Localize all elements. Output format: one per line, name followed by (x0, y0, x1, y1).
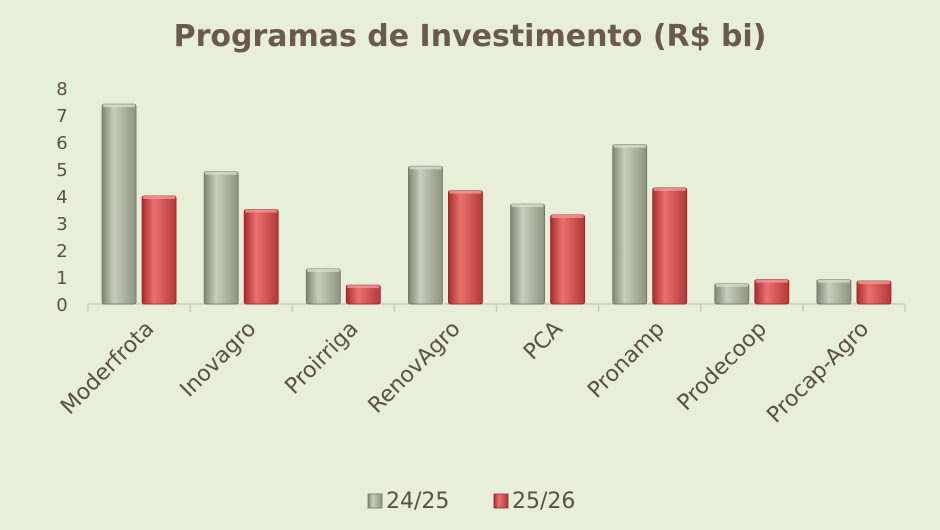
bar-series-24-25 (612, 144, 648, 305)
bar-series-25-26 (652, 187, 688, 305)
x-category-label: Inovagro (176, 317, 262, 403)
bar-top-highlight (755, 279, 788, 283)
bar-series-24-25 (203, 171, 239, 305)
bar-series-24-25 (714, 283, 750, 305)
bar-series-24-25 (408, 165, 443, 305)
bars-group (101, 103, 892, 305)
x-category-label: Pronamp (583, 317, 670, 404)
bar-top-highlight (551, 214, 584, 218)
x-category-label: Procap-Agro (763, 317, 875, 429)
bar-series-25-26 (550, 214, 585, 305)
bar-top-highlight (857, 281, 890, 285)
bar-series-24-25 (101, 103, 137, 305)
bar-series-25-26 (448, 190, 483, 305)
legend-swatch-series-25-26 (493, 493, 509, 509)
y-tick-label: 2 (56, 241, 67, 262)
legend-swatch-series-24-25 (367, 493, 383, 509)
bar-top-highlight (817, 279, 850, 283)
bar-top-highlight (409, 166, 442, 170)
x-axis-labels: Moderfrota Inovagro Proirriga RenovAgro PCA P… (56, 317, 874, 429)
bar-top-highlight (245, 209, 278, 213)
x-category-label: RenovAgro (364, 317, 466, 419)
legend-label: 24/25 (386, 489, 449, 514)
y-tick-label: 1 (56, 268, 67, 289)
legend: 24/25 25/26 (367, 489, 575, 514)
y-tick-label: 7 (56, 106, 67, 127)
bar-series-24-25 (816, 279, 852, 305)
bar-top-highlight (143, 196, 176, 199)
legend-label: 25/26 (512, 489, 575, 514)
x-axis (87, 303, 906, 312)
y-tick-label: 5 (56, 160, 67, 181)
y-tick-label: 3 (56, 214, 67, 235)
y-tick-label: 4 (56, 187, 67, 208)
bar-series-25-26 (754, 279, 790, 305)
bar-top-highlight (715, 283, 748, 287)
y-tick-label: 8 (56, 79, 67, 100)
bar-top-highlight (205, 171, 238, 175)
x-category-label: Prodecoop (673, 317, 772, 416)
bar-series-25-26 (856, 280, 892, 305)
bar-top-highlight (449, 190, 482, 194)
chart-title: Programas de Investimento (R$ bi) (174, 19, 767, 54)
x-category-label: Moderfrota (56, 317, 159, 420)
bar-top-highlight (347, 285, 380, 289)
y-tick-label: 6 (56, 133, 67, 154)
bar-top-highlight (613, 144, 646, 148)
bar-top-highlight (103, 104, 136, 108)
bar-series-24-25 (510, 203, 545, 305)
bar-top-highlight (307, 268, 340, 272)
bar-series-25-26 (141, 195, 177, 305)
bar-series-25-26 (243, 209, 279, 305)
bar-top-highlight (653, 187, 686, 191)
y-axis: 0 1 2 3 4 5 6 7 8 (56, 79, 67, 316)
bar-top-highlight (511, 204, 544, 208)
y-tick-label: 0 (56, 295, 67, 316)
x-category-label: PCA (519, 317, 568, 366)
bar-series-24-25 (305, 268, 341, 305)
x-category-label: Proirriga (281, 317, 364, 400)
